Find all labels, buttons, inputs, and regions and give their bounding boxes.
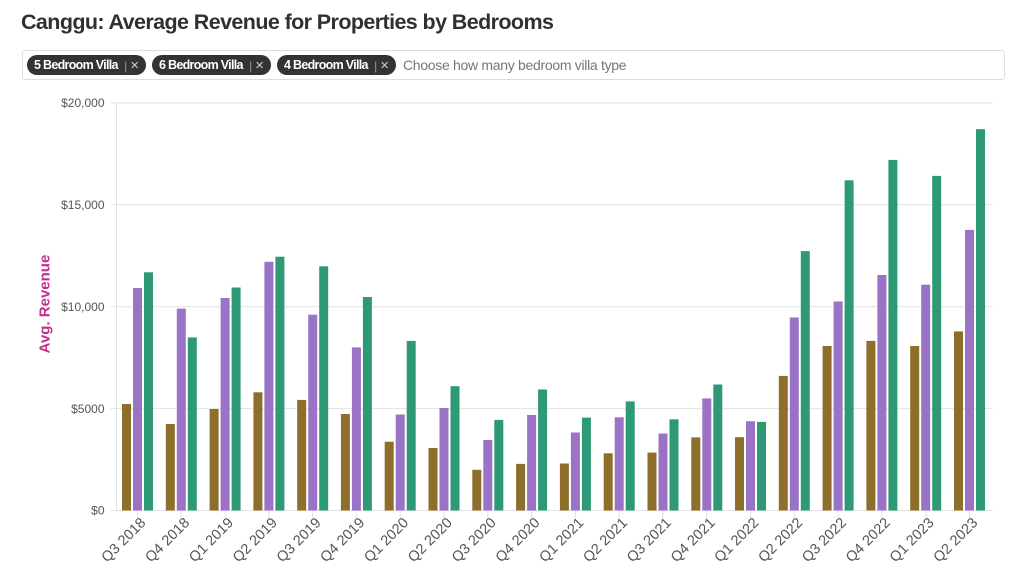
svg-text:Q4 2019: Q4 2019 — [318, 515, 369, 566]
svg-text:$10,000: $10,000 — [61, 300, 105, 314]
svg-text:Q3 2022: Q3 2022 — [799, 515, 850, 566]
svg-text:$0: $0 — [91, 504, 105, 518]
svg-text:Q1 2023: Q1 2023 — [887, 515, 938, 566]
svg-text:Q1 2019: Q1 2019 — [186, 515, 237, 566]
svg-text:Q3 2019: Q3 2019 — [274, 515, 325, 566]
svg-text:Q1 2021: Q1 2021 — [537, 515, 588, 566]
svg-text:Q3 2018: Q3 2018 — [99, 515, 150, 566]
svg-text:Q2 2023: Q2 2023 — [931, 515, 982, 566]
svg-text:$5000: $5000 — [71, 402, 105, 416]
svg-text:Q3 2020: Q3 2020 — [449, 515, 500, 566]
svg-text:Q2 2022: Q2 2022 — [755, 515, 806, 566]
svg-text:Q4 2018: Q4 2018 — [142, 515, 193, 566]
svg-text:$20,000: $20,000 — [61, 96, 105, 110]
svg-text:Q3 2021: Q3 2021 — [624, 515, 675, 566]
svg-text:Avg. Revenue: Avg. Revenue — [37, 255, 54, 354]
svg-text:Q4 2022: Q4 2022 — [843, 515, 894, 566]
svg-text:Q2 2020: Q2 2020 — [405, 515, 456, 566]
svg-text:Q4 2021: Q4 2021 — [668, 515, 719, 566]
svg-text:Q1 2022: Q1 2022 — [712, 515, 763, 566]
svg-text:Q4 2020: Q4 2020 — [493, 515, 544, 566]
svg-text:$15,000: $15,000 — [61, 198, 105, 212]
svg-text:Q2 2021: Q2 2021 — [580, 515, 631, 566]
svg-text:Q1 2020: Q1 2020 — [361, 515, 412, 566]
svg-text:Q2 2019: Q2 2019 — [230, 515, 281, 566]
